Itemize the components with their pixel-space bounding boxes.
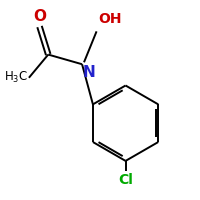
Text: N: N: [83, 65, 96, 80]
Text: H$_3$C: H$_3$C: [4, 70, 28, 85]
Text: OH: OH: [98, 12, 122, 26]
Text: Cl: Cl: [118, 173, 133, 187]
Text: O: O: [33, 9, 46, 24]
